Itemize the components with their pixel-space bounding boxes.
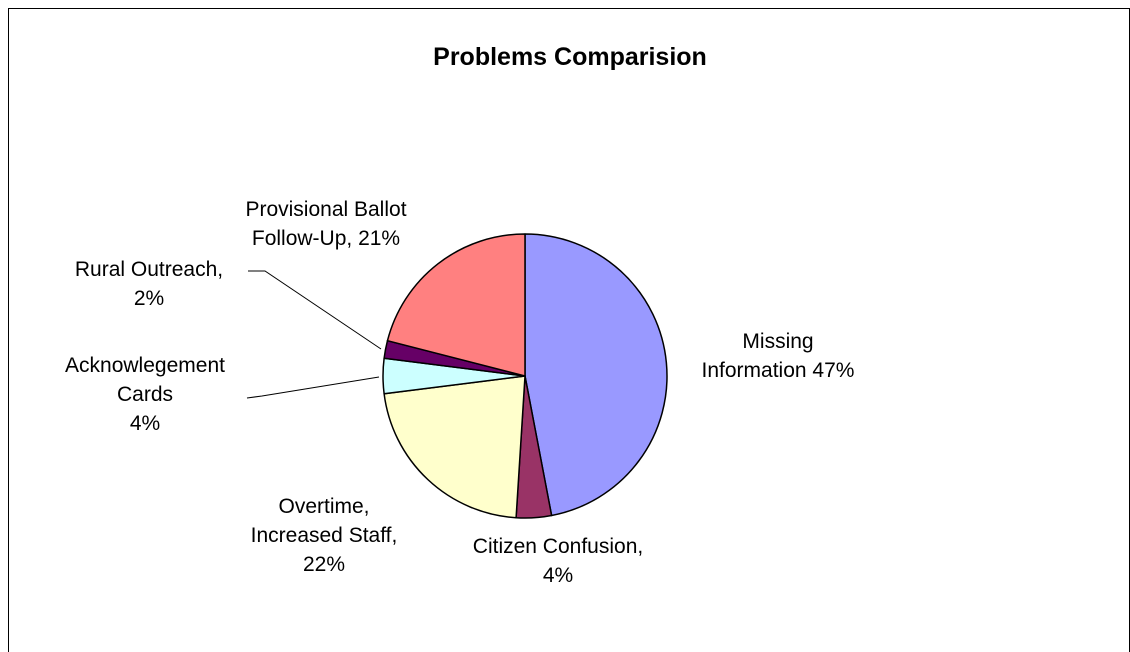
- pie-slice-provisional-ballot-follow-up: [386, 233, 526, 377]
- leader-line: [248, 270, 382, 350]
- data-label: Rural Outreach, 2%: [75, 258, 223, 310]
- data-label: Acknowlegement Cards 4%: [65, 354, 225, 435]
- data-label: Citizen Confusion, 4%: [473, 535, 643, 587]
- data-label: Overtime, Increased Staff, 22%: [251, 495, 398, 576]
- pie-slice-missing-information: [524, 233, 668, 517]
- pie-slice-overtime-increased-staff: [383, 375, 526, 519]
- data-label: Missing Information 47%: [702, 330, 855, 382]
- leader-line: [246, 376, 380, 399]
- chart-title: Problems Comparision: [433, 43, 707, 71]
- data-label: Provisional Ballot Follow-Up, 21%: [245, 198, 406, 250]
